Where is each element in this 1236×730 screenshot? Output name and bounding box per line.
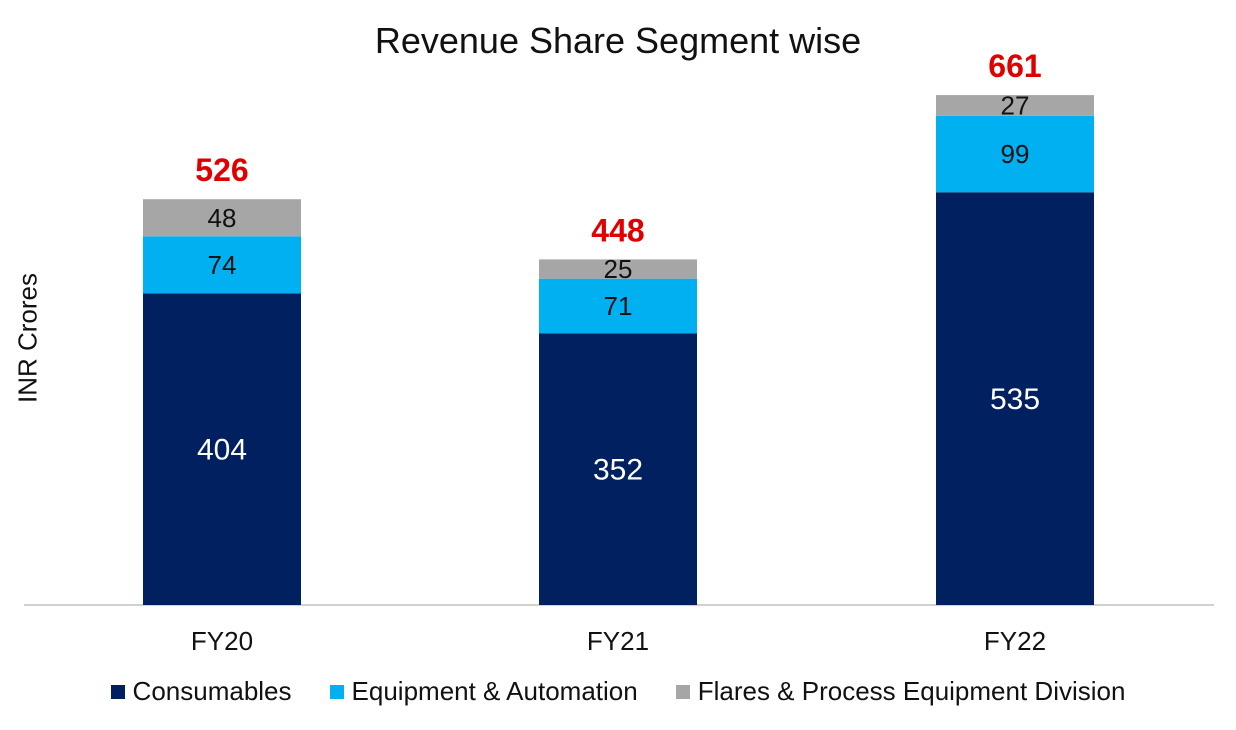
x-tick-label-fy22: FY22: [984, 626, 1046, 656]
data-label-flares-process-fy20: 48: [208, 203, 237, 233]
bar-flares-process-fy21: [539, 259, 697, 279]
bar-equipment-automation-fy21: [539, 278, 697, 334]
data-label-consumables-fy20: 404: [197, 434, 247, 467]
bar-equipment-automation-fy20: [143, 236, 301, 294]
data-label-consumables-fy22: 535: [990, 383, 1040, 416]
legend-label-flares-process: Flares & Process Equipment Division: [697, 676, 1126, 706]
bar-flares-process-fy22: [936, 95, 1094, 116]
bar-consumables-fy21: [539, 333, 697, 605]
legend-item-equipment-automation: Equipment & Automation: [329, 676, 638, 707]
legend-swatch-flares-process: [675, 684, 690, 699]
data-label-equipment-automation-fy21: 71: [604, 291, 633, 321]
data-label-equipment-automation-fy22: 99: [1001, 139, 1030, 169]
total-label-fy22: 661: [988, 48, 1041, 84]
legend-swatch-consumables: [110, 684, 125, 699]
total-label-fy21: 448: [591, 212, 644, 248]
bar-flares-process-fy20: [143, 199, 301, 237]
x-tick-label-fy20: FY20: [191, 626, 253, 656]
legend-item-flares-process: Flares & Process Equipment Division: [675, 676, 1126, 707]
legend-swatch-equipment-automation: [329, 684, 344, 699]
data-label-equipment-automation-fy20: 74: [208, 250, 237, 280]
legend-label-equipment-automation: Equipment & Automation: [351, 676, 638, 706]
plot-area: 404 74 48 526 FY20 352 71 25 448 FY21 535 99 27 661 FY…: [24, 48, 1214, 656]
x-tick-label-fy21: FY21: [587, 626, 649, 656]
legend-item-consumables: Consumables: [110, 676, 292, 707]
chart-title: Revenue Share Segment wise: [374, 20, 862, 61]
total-label-fy20: 526: [195, 152, 248, 188]
data-label-flares-process-fy21: 25: [604, 254, 633, 284]
bar-consumables-fy22: [936, 192, 1094, 606]
data-label-consumables-fy21: 352: [593, 454, 643, 487]
bar-consumables-fy20: [143, 293, 301, 605]
legend: Consumables Equipment & Automation Flare…: [0, 676, 1236, 707]
data-label-flares-process-fy22: 27: [1001, 91, 1030, 121]
bar-equipment-automation-fy22: [936, 115, 1094, 193]
legend-label-consumables: Consumables: [132, 676, 292, 706]
